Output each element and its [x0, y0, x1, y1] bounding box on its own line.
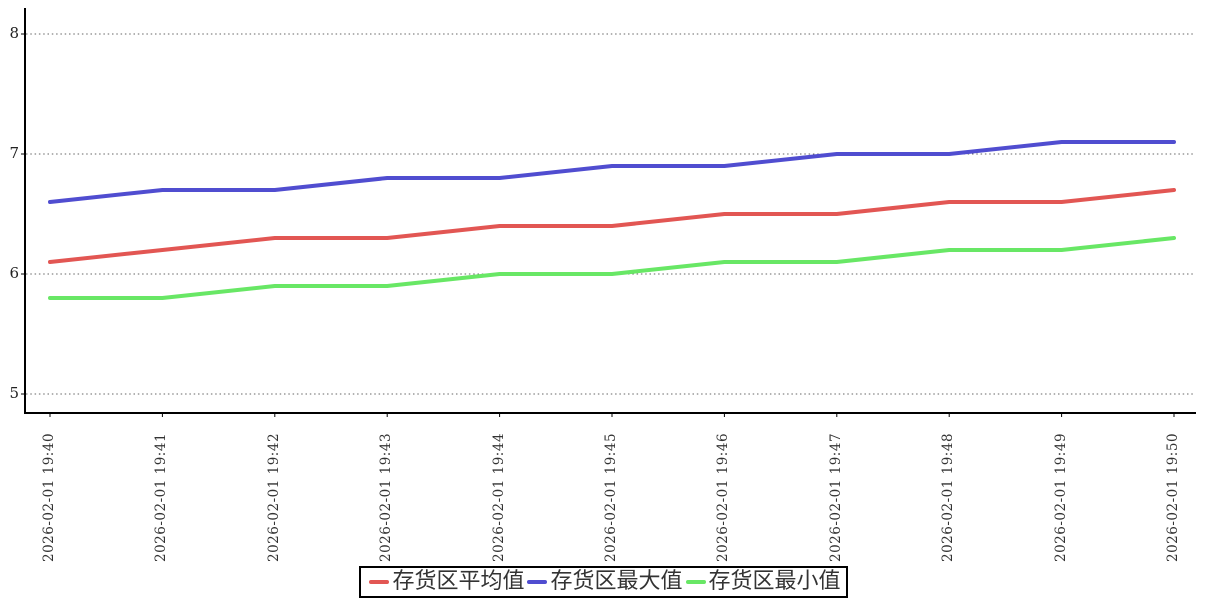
x-axis-label-5: 2026-02-01 19:45 [603, 432, 619, 562]
series-line-avg [48, 188, 1176, 264]
x-axis-label-7: 2026-02-01 19:47 [827, 432, 844, 562]
legend-swatch-min-icon [685, 580, 706, 584]
y-axis-label-5: 5 [9, 384, 19, 402]
x-axis-label-4: 2026-02-01 19:44 [490, 432, 507, 562]
legend-label-min: 存货区最小值 [708, 569, 841, 594]
legend-item-min: 存货区最小值 [683, 569, 841, 595]
legend-box: 存货区平均值 存货区最大值 存货区最小值 [359, 566, 848, 598]
y-axis-label-8: 8 [9, 24, 19, 42]
y-axis-label-6: 6 [9, 264, 19, 282]
legend-swatch-avg-icon [369, 580, 390, 584]
series-line-min [48, 236, 1176, 300]
series-line-max [48, 140, 1176, 204]
x-axis-label-6: 2026-02-01 19:46 [715, 432, 732, 562]
x-axis-label-0: 2026-02-01 19:40 [41, 432, 57, 562]
legend-label-max: 存货区最大值 [550, 569, 683, 594]
x-axis-label-10: 2026-02-01 19:50 [1165, 432, 1181, 562]
chart-legend: 存货区平均值 存货区最大值 存货区最小值 [0, 566, 1207, 598]
x-axis-label-1: 2026-02-01 19:41 [153, 432, 170, 562]
x-axis-label-9: 2026-02-01 19:49 [1052, 432, 1069, 562]
legend-item-max: 存货区最大值 [524, 569, 683, 595]
legend-label-avg: 存货区平均值 [392, 569, 525, 594]
x-axis-label-2: 2026-02-01 19:42 [265, 432, 282, 562]
x-axis-label-3: 2026-02-01 19:43 [378, 432, 395, 562]
y-axis-label-7: 7 [9, 144, 19, 162]
legend-item-avg: 存货区平均值 [366, 569, 524, 595]
legend-swatch-max-icon [527, 580, 548, 584]
x-axis-label-8: 2026-02-01 19:48 [940, 432, 957, 562]
